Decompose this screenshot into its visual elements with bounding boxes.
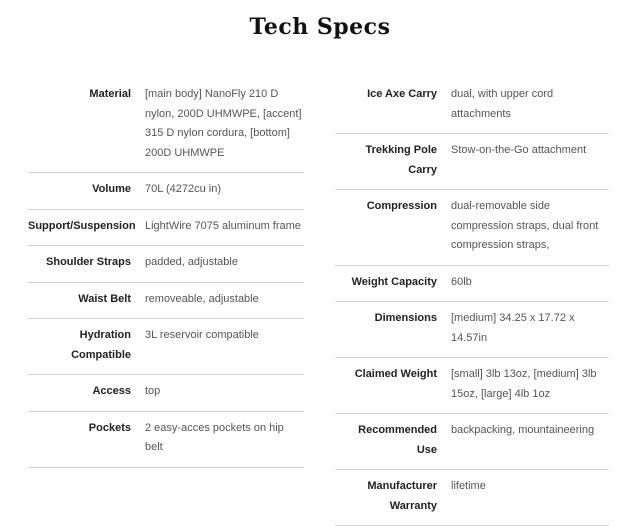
spec-label: Volume — [92, 183, 131, 195]
spec-row-ice-axe-carry: Ice Axe Carry dual, with upper cord atta… — [335, 78, 609, 134]
spec-label: Compression — [366, 200, 437, 212]
spec-value: removeable, adjustable — [145, 292, 259, 305]
spec-value: 3L reservoir compatible — [145, 329, 259, 341]
spec-value: top — [145, 385, 161, 397]
spec-value: Stow-on-the-Go attachment — [451, 144, 587, 156]
spec-label: Support/Suspension — [28, 219, 136, 232]
spec-row-compression: Compression dual-removable side compress… — [335, 190, 609, 266]
spec-row-recommended-use: Recommended Use backpacking, mountaineer… — [335, 414, 609, 470]
spec-row-pockets: Pockets 2 easy-acces pockets on hip belt — [28, 412, 304, 468]
spec-value: 2 easy-acces pockets on hip belt — [145, 421, 284, 454]
spec-row-trekking-pole-carry: Trekking Pole Carry Stow-on-the-Go attac… — [335, 134, 609, 190]
specs-table-left: Material [main body] NanoFly 210 D nylon… — [28, 78, 304, 468]
spec-label: Hydration Compatible — [71, 329, 131, 361]
spec-label: Waist Belt — [78, 292, 131, 305]
spec-row-hydration: Hydration Compatible 3L reservoir compat… — [28, 319, 304, 375]
spec-value: lifetime — [451, 480, 486, 492]
spec-label: Recommended Use — [358, 424, 437, 456]
page-title: Tech Specs — [249, 14, 391, 40]
spec-row-weight-capacity: Weight Capacity 60lb — [335, 266, 609, 302]
spec-row-claimed-weight: Claimed Weight [small] 3lb 13oz, [medium… — [335, 358, 609, 414]
spec-value: [small] 3lb 13oz, [medium] 3lb 15oz, [la… — [451, 368, 597, 400]
spec-value: 70L (4272cu in) — [145, 183, 222, 195]
spec-value: [medium] 34.25 x 17.72 x 14.57in — [451, 312, 575, 344]
spec-label: Manufacturer Warranty — [367, 480, 437, 512]
spec-row-material: Material [main body] NanoFly 210 D nylon… — [28, 78, 304, 173]
spec-value: backpacking, mountaineering — [451, 424, 595, 436]
spec-row-shoulder-straps: Shoulder Straps padded, adjustable — [28, 246, 304, 283]
spec-label: Ice Axe Carry — [367, 88, 437, 100]
spec-label: Pockets — [88, 421, 131, 434]
spec-row-support-suspension: Support/Suspension LightWire 7075 alumin… — [28, 210, 304, 246]
spec-label: Weight Capacity — [351, 275, 437, 288]
specs-table-right: Ice Axe Carry dual, with upper cord atta… — [335, 78, 609, 526]
spec-label: Material — [89, 88, 131, 100]
spec-label: Dimensions — [374, 312, 437, 324]
spec-label: Shoulder Straps — [46, 256, 131, 268]
spec-row-manufacturer-warranty: Manufacturer Warranty lifetime — [335, 470, 609, 526]
spec-value: 60lb — [451, 275, 472, 288]
spec-value: LightWire 7075 aluminum frame — [145, 219, 301, 232]
spec-value: padded, adjustable — [145, 256, 238, 268]
spec-label: Claimed Weight — [354, 368, 437, 380]
spec-value: dual-removable side compression straps, … — [451, 200, 599, 251]
spec-value: [main body] NanoFly 210 D nylon, 200D UH… — [145, 88, 302, 159]
spec-label: Access — [92, 385, 131, 397]
spec-row-volume: Volume 70L (4272cu in) — [28, 173, 304, 210]
spec-value: dual, with upper cord attachments — [451, 88, 554, 120]
spec-row-dimensions: Dimensions [medium] 34.25 x 17.72 x 14.5… — [335, 302, 609, 358]
spec-row-access: Access top — [28, 375, 304, 412]
spec-label: Trekking Pole Carry — [365, 144, 437, 176]
spec-row-waist-belt: Waist Belt removeable, adjustable — [28, 283, 304, 319]
